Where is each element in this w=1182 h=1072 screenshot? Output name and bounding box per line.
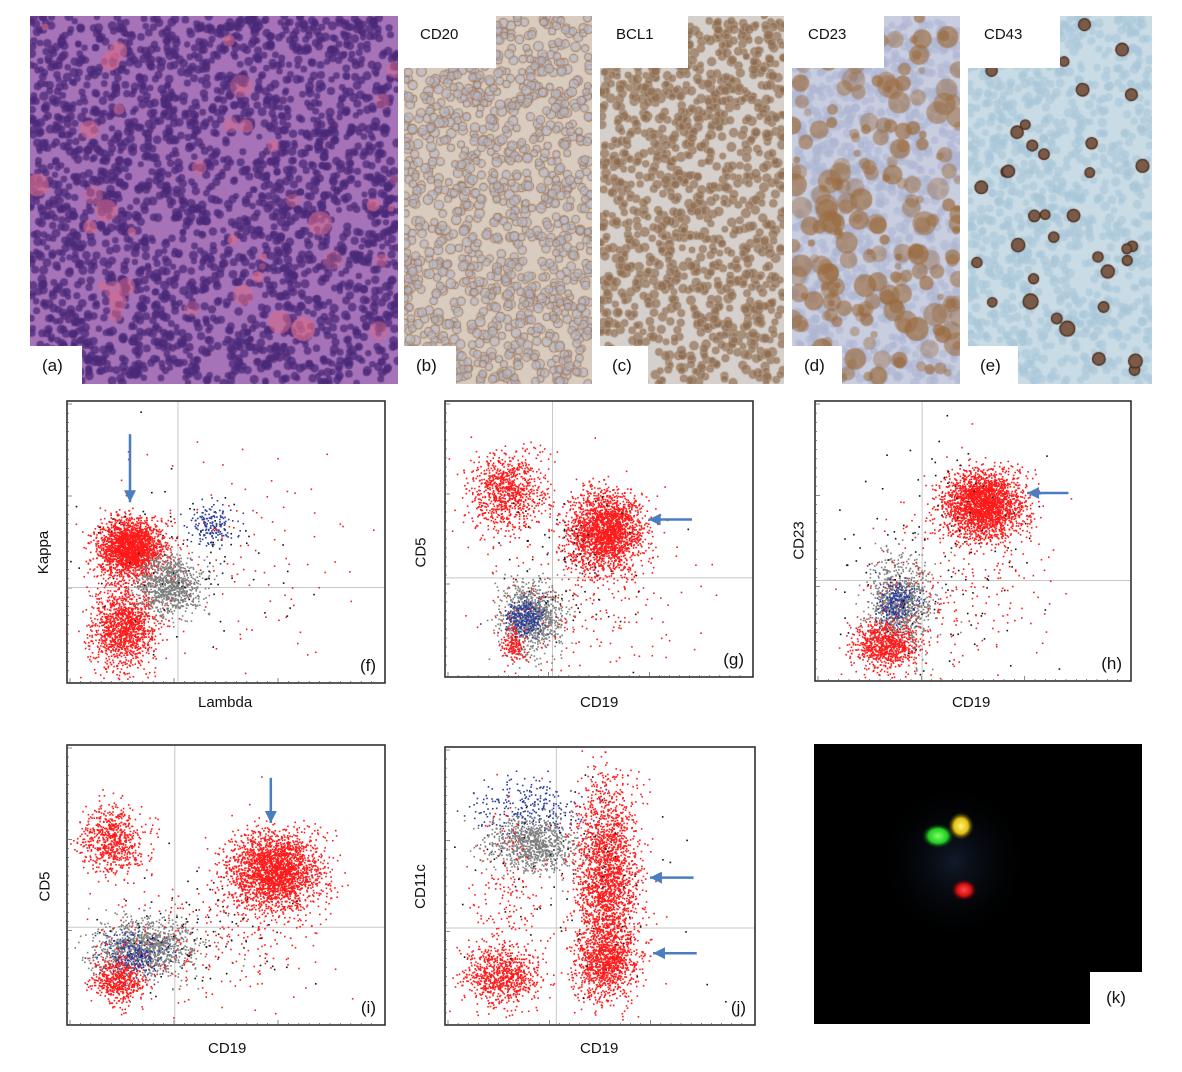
event-dots <box>70 776 354 1019</box>
flow-plot-i: (i) <box>66 744 386 1026</box>
panel-letter: (f) <box>360 656 376 676</box>
panel-letter: (j) <box>731 998 746 1018</box>
fish-green-signal <box>922 824 954 848</box>
marker-label: CD20 <box>420 26 458 43</box>
panel-letter: (c) <box>600 346 648 384</box>
event-dots <box>835 414 1073 680</box>
event-dots <box>448 436 718 675</box>
fish-image: (k) <box>814 744 1142 1024</box>
y-axis-label: CD5 <box>37 871 54 901</box>
flow-plot-f: (f) <box>66 400 386 684</box>
fish-fusion-signal <box>948 812 974 840</box>
marker-label: CD43 <box>984 26 1022 43</box>
panel-letter: (b) <box>404 346 456 384</box>
arrow-head <box>124 490 136 503</box>
arrow-head <box>1027 487 1040 500</box>
flow-scatter-j <box>444 746 756 1026</box>
panel-letter-text: (c) <box>612 356 632 376</box>
panel-d-cd23: CD23 (d) <box>792 16 960 384</box>
panel-c-bcl1: BCL1 (c) <box>600 16 784 384</box>
flow-scatter-i <box>66 744 386 1026</box>
marker-label-box: CD20 <box>404 16 496 68</box>
panel-e-cd43: CD43 (e) <box>968 16 1152 384</box>
panel-letter: (d) <box>792 346 842 384</box>
event-dots <box>449 750 727 1021</box>
event-dots <box>70 411 375 681</box>
panel-letter: (g) <box>723 650 744 670</box>
arrow-head <box>649 871 662 884</box>
marker-label: CD23 <box>808 26 846 43</box>
marker-label-box: CD23 <box>792 16 884 68</box>
panel-letter: (e) <box>968 346 1018 384</box>
arrow-head <box>264 810 277 823</box>
he-micrograph <box>30 16 398 384</box>
plot-frame <box>444 400 754 678</box>
y-axis-label: CD5 <box>413 537 430 567</box>
panel-letter: (h) <box>1101 654 1122 674</box>
panel-letter: (a) <box>30 346 82 384</box>
flow-plot-g: (g) <box>444 400 754 678</box>
fish-red-signal <box>951 879 977 901</box>
panel-letter: (i) <box>361 998 376 1018</box>
bcl1-micrograph <box>600 16 784 384</box>
nucleus-outline <box>876 780 1032 944</box>
cd20-micrograph <box>404 16 592 384</box>
y-axis-label: CD23 <box>791 521 808 559</box>
marker-label-box: CD43 <box>968 16 1060 68</box>
plot-frame <box>66 744 386 1026</box>
x-axis-label: Lambda <box>198 694 252 711</box>
flow-scatter-f <box>66 400 386 684</box>
marker-label-box: BCL1 <box>600 16 688 68</box>
flow-plot-j: (j) <box>444 746 756 1026</box>
x-axis-label: CD19 <box>580 1040 618 1057</box>
panel-a-he: (a) <box>30 16 398 384</box>
arrow-head <box>653 947 666 960</box>
panel-letter-text: (d) <box>804 356 825 376</box>
flow-scatter-h <box>814 400 1132 682</box>
marker-label: BCL1 <box>616 26 654 43</box>
y-axis-label: Kappa <box>35 531 52 574</box>
panel-letter-text: (a) <box>42 356 63 376</box>
x-axis-label: CD19 <box>952 694 990 711</box>
cd23-micrograph <box>792 16 960 384</box>
cd43-micrograph <box>968 16 1152 384</box>
panel-letter-text: (k) <box>1106 988 1126 1008</box>
fish-signals <box>876 780 1032 944</box>
panel-letter-text: (e) <box>980 356 1001 376</box>
flow-plot-h: (h) <box>814 400 1132 682</box>
flow-scatter-g <box>444 400 754 678</box>
panel-b-cd20: CD20 (b) <box>404 16 592 384</box>
y-axis-label: CD11c <box>412 864 429 909</box>
x-axis-label: CD19 <box>580 694 618 711</box>
arrow-head <box>648 513 661 526</box>
panel-letter: (k) <box>1090 972 1142 1024</box>
plot-frame <box>814 400 1132 682</box>
x-axis-label: CD19 <box>208 1040 246 1057</box>
panel-letter-text: (b) <box>416 356 437 376</box>
